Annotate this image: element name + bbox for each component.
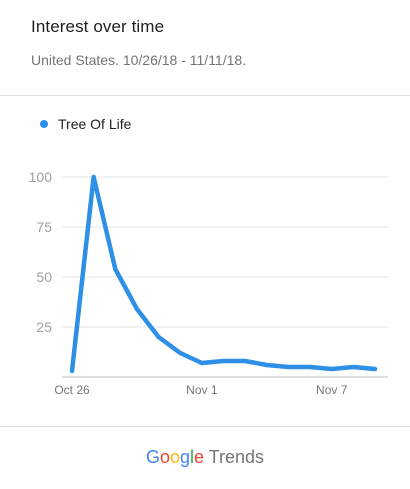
line-chart[interactable]: 100 75 50 25 Oct 26 Nov 1 Nov 7 (0, 150, 410, 410)
chart-title: Interest over time (31, 17, 165, 36)
trends-wordmark: Trends (208, 447, 265, 467)
google-letter: G (145, 447, 160, 467)
x-axis-ticks: Oct 26 Nov 1 Nov 7 (54, 383, 347, 397)
legend-label: Tree Of Life (58, 116, 132, 132)
google-letter: g (179, 447, 190, 467)
series-line-tree-of-life (69, 174, 378, 374)
series-layer (69, 174, 378, 374)
x-tick-label: Oct 26 (54, 383, 90, 397)
x-tick-label: Nov 7 (316, 383, 348, 397)
y-tick-label: 100 (29, 169, 53, 185)
google-trends-logo[interactable]: Google Trends (0, 447, 410, 468)
y-axis-ticks: 100 75 50 25 (29, 169, 53, 335)
gridlines (62, 176, 388, 378)
y-tick-label: 75 (36, 219, 52, 235)
google-letter: e (194, 447, 205, 467)
header-divider (0, 95, 410, 96)
google-wordmark: Google (146, 447, 209, 467)
chart-legend[interactable]: Tree Of Life (40, 116, 131, 132)
chart-subtitle: United States. 10/26/18 - 11/11/18. (31, 52, 247, 68)
x-tick-label: Nov 1 (186, 383, 218, 397)
google-letter: o (169, 447, 180, 467)
y-tick-label: 50 (36, 269, 52, 285)
footer-divider (0, 426, 410, 427)
google-letter: l (190, 447, 194, 467)
legend-dot-icon (40, 120, 48, 128)
google-letter: o (159, 447, 170, 467)
y-tick-label: 25 (36, 319, 52, 335)
